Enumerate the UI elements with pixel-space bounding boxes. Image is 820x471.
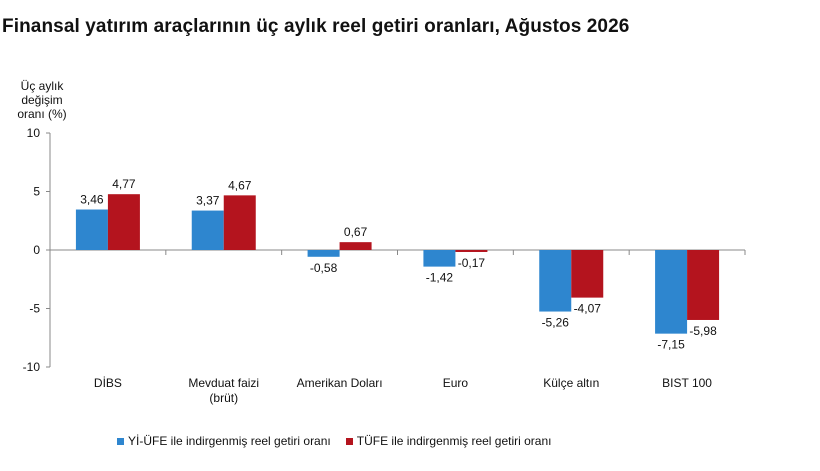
y-tick-label: -5 [29, 302, 40, 316]
bar-series-1 [307, 250, 340, 257]
y-tick-label: 5 [33, 185, 40, 199]
legend-swatch-series-2 [345, 437, 353, 445]
legend-item-series-1: Yİ-ÜFE ile indirgenmiş reel getiri oranı [117, 434, 331, 448]
x-category-label: (brüt) [209, 391, 238, 405]
y-tick-label: -10 [23, 360, 41, 374]
data-label: 4,67 [228, 178, 252, 192]
x-category-label: Mevduat faizi [188, 376, 259, 390]
bar-series-1 [423, 250, 456, 267]
data-label: -0,17 [458, 256, 486, 270]
bar-series-2 [107, 194, 140, 250]
data-label: -4,07 [574, 302, 602, 316]
data-label: 3,37 [196, 194, 220, 208]
x-category-label: Euro [443, 376, 469, 390]
y-tick-label: 10 [27, 126, 41, 140]
chart-title: Finansal yatırım araçlarının üç aylık re… [2, 16, 630, 37]
x-category-label: DİBS [94, 376, 122, 390]
legend-label-series-1: Yİ-ÜFE ile indirgenmiş reel getiri oranı [128, 434, 331, 448]
bar-series-1 [539, 250, 572, 312]
data-label: 0,67 [344, 225, 368, 239]
y-axis-label-line-1: Üç aylık değişim [20, 79, 64, 107]
legend-item-series-2: TÜFE ile indirgenmiş reel getiri oranı [345, 434, 552, 448]
bar-series-2 [687, 250, 720, 320]
y-tick-label: 0 [33, 243, 40, 257]
legend-label-series-2: TÜFE ile indirgenmiş reel getiri oranı [356, 434, 552, 448]
x-category-label: Amerikan Doları [297, 376, 383, 390]
legend: Yİ-ÜFE ile indirgenmiş reel getiri oranı… [117, 434, 567, 448]
data-label: -7,15 [657, 338, 685, 352]
x-category-label: BIST 100 [662, 376, 712, 390]
data-label: -5,26 [542, 316, 570, 330]
y-axis-label: Üç aylık değişim oranı (%) [4, 79, 80, 121]
legend-swatch-series-1 [117, 437, 124, 445]
bar-series-2 [571, 250, 604, 298]
data-label: -1,42 [426, 271, 454, 285]
bar-series-1 [655, 250, 688, 334]
bar-series-2 [223, 195, 256, 250]
data-label: 3,46 [80, 193, 104, 207]
x-category-label: Külçe altın [543, 376, 599, 390]
bar-series-2 [339, 242, 372, 250]
bar-series-1 [191, 210, 224, 250]
bar-series-2 [455, 250, 488, 252]
data-label: 4,77 [112, 177, 136, 191]
y-axis-label-line-2: oranı (%) [17, 107, 67, 121]
bar-series-1 [75, 209, 108, 250]
data-label: -0,58 [310, 261, 338, 275]
data-label: -5,98 [689, 324, 717, 338]
